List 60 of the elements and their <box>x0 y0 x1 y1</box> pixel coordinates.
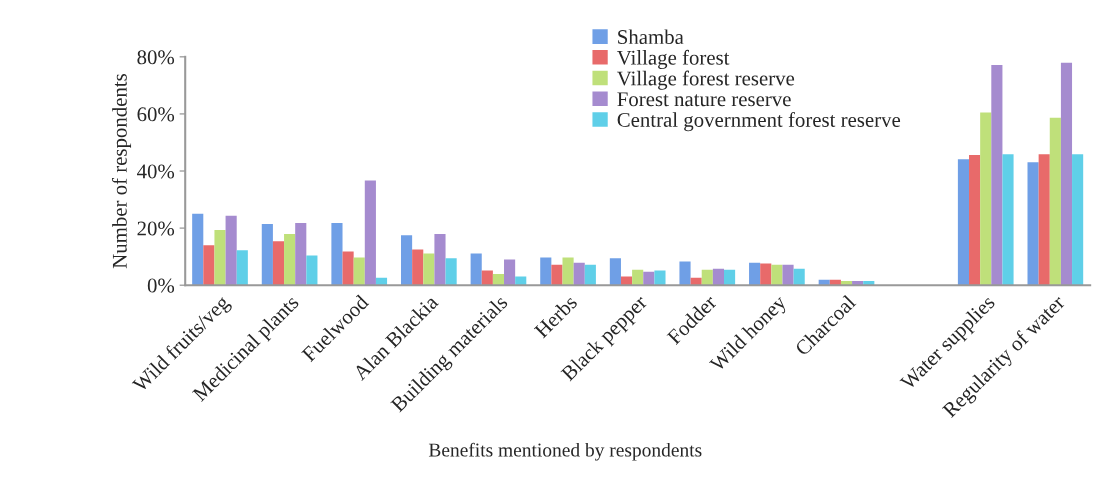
bar <box>504 259 516 286</box>
y-tick-label: 80% <box>137 50 175 65</box>
y-axis-title: Number of respondents <box>111 73 132 269</box>
legend-label: Central government forest reserve <box>617 112 901 132</box>
bar <box>203 245 215 286</box>
bar <box>331 222 343 286</box>
bar <box>261 224 273 286</box>
bar <box>192 213 204 286</box>
legend-label: Village forest reserve <box>616 70 795 90</box>
bar <box>1027 162 1039 286</box>
bar <box>712 268 724 286</box>
bar <box>423 253 435 286</box>
y-tick-label: 60% <box>137 107 175 122</box>
bar <box>562 257 574 286</box>
bar <box>551 264 563 286</box>
bar <box>1049 117 1061 286</box>
bar <box>679 261 691 286</box>
bar <box>991 65 1003 286</box>
bar <box>412 249 424 286</box>
bar <box>1072 154 1084 286</box>
legend-label: Village forest <box>616 49 730 70</box>
y-tick-label: 20% <box>137 221 175 236</box>
legend-label: Forest nature reserve <box>617 92 791 107</box>
bar <box>723 269 736 286</box>
bar <box>969 155 981 286</box>
bar <box>771 264 783 286</box>
legend-label: Shamba <box>618 29 684 45</box>
bar <box>782 264 794 286</box>
bar <box>225 215 237 286</box>
bar <box>236 250 248 286</box>
bar <box>401 235 413 286</box>
bar <box>793 268 805 286</box>
bar <box>632 269 644 286</box>
bar <box>957 159 970 286</box>
bar <box>1038 154 1050 286</box>
y-tick-label: 0% <box>147 278 175 293</box>
y-tick-label: 40% <box>137 164 175 179</box>
bar <box>272 241 285 286</box>
x-axis-title: Benefits mentioned by respondents <box>428 442 702 461</box>
bar <box>342 251 354 286</box>
bar <box>749 262 761 286</box>
bar <box>353 257 365 286</box>
bar <box>609 258 621 286</box>
bar <box>295 222 307 286</box>
bar <box>760 263 772 286</box>
bar <box>1060 62 1073 286</box>
bar <box>540 257 552 286</box>
bar <box>284 234 296 286</box>
bar <box>364 180 376 286</box>
bar <box>584 264 596 286</box>
bar <box>1002 154 1014 286</box>
bar <box>470 253 482 286</box>
bar <box>214 230 226 286</box>
bar <box>654 270 666 286</box>
bar <box>445 258 457 286</box>
bar <box>980 112 992 286</box>
bar <box>306 255 318 286</box>
bar <box>434 234 446 286</box>
bar <box>573 262 585 286</box>
bar <box>701 269 713 286</box>
